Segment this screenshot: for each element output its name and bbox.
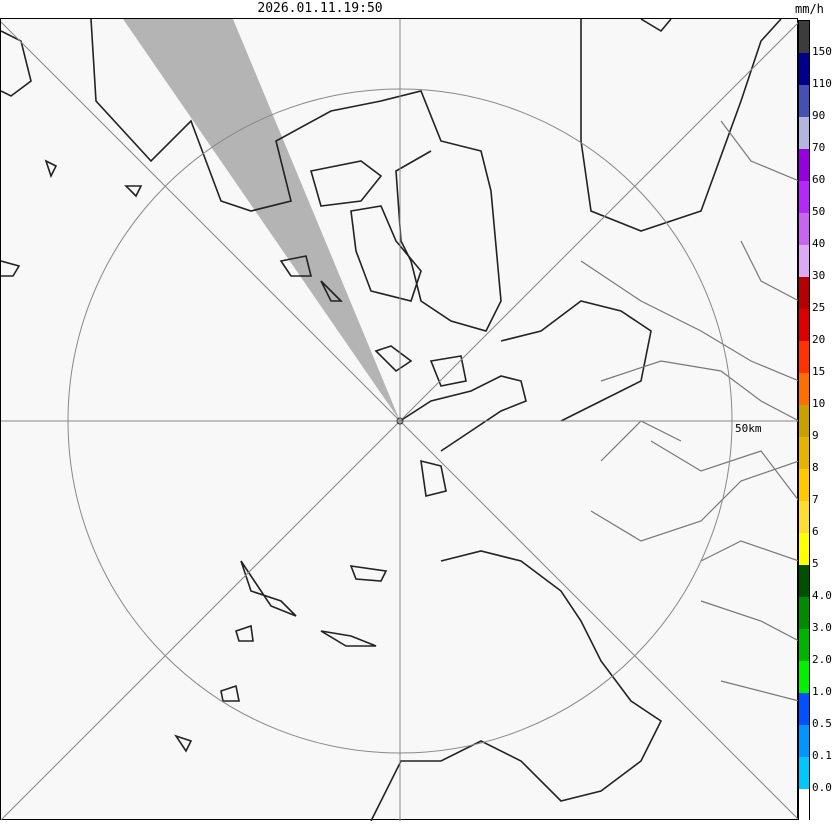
legend-label: 20	[812, 333, 826, 346]
legend-swatch	[799, 53, 809, 85]
legend-swatch	[799, 597, 809, 629]
color-legend	[798, 20, 810, 821]
legend-swatch	[799, 405, 809, 437]
legend-swatch	[799, 693, 809, 725]
legend-label: 40	[812, 237, 826, 250]
legend-label: 4.0	[812, 589, 832, 602]
legend-swatch	[799, 661, 809, 693]
legend-label: 6	[812, 525, 819, 538]
legend-swatch	[799, 85, 809, 117]
legend-swatch	[799, 245, 809, 277]
legend-label: 7	[812, 493, 819, 506]
legend-label: 30	[812, 269, 826, 282]
legend-label: 0.1	[812, 749, 832, 762]
legend-label: 9	[812, 429, 819, 442]
legend-swatch	[799, 277, 809, 309]
legend-label: 1.0	[812, 685, 832, 698]
legend-swatch	[799, 181, 809, 213]
coastlines	[0, 18, 782, 822]
legend-label: 15	[812, 365, 826, 378]
legend-swatch	[799, 533, 809, 565]
legend-swatch	[799, 789, 809, 821]
legend-label: 150	[812, 45, 832, 58]
unit-label: mm/h	[795, 2, 824, 16]
blocked-sector	[123, 19, 400, 421]
admin-boundaries	[580, 120, 800, 702]
legend-swatch	[799, 373, 809, 405]
legend-swatch	[799, 565, 809, 597]
legend-label: 25	[812, 301, 826, 314]
legend-label: 5	[812, 557, 819, 570]
legend-swatch	[799, 309, 809, 341]
legend-swatch	[799, 117, 809, 149]
legend-swatch	[799, 629, 809, 661]
timestamp-title: 2026.01.11.19:50	[257, 1, 383, 16]
legend-swatch	[799, 149, 809, 181]
range-grid	[0, 19, 800, 821]
legend-label: 0.5	[812, 717, 832, 730]
legend-label: 110	[812, 77, 832, 90]
legend-swatch	[799, 725, 809, 757]
radar-map[interactable]: 50km	[0, 18, 800, 822]
legend-label: 10	[812, 397, 826, 410]
legend-swatch	[799, 757, 809, 789]
legend-swatch	[799, 213, 809, 245]
legend-label: 8	[812, 461, 819, 474]
legend-swatch	[799, 469, 809, 501]
legend-swatch	[799, 341, 809, 373]
legend-swatch	[799, 21, 809, 53]
legend-label: 2.0	[812, 653, 832, 666]
legend-label: 70	[812, 141, 826, 154]
legend-swatch	[799, 501, 809, 533]
range-ring-label: 50km	[735, 422, 762, 435]
legend-label: 50	[812, 205, 826, 218]
legend-label: 90	[812, 109, 826, 122]
legend-label: 0.0	[812, 781, 832, 794]
map-canvas: 50km	[0, 18, 800, 822]
legend-label: 60	[812, 173, 826, 186]
legend-label: 3.0	[812, 621, 832, 634]
legend-swatch	[799, 437, 809, 469]
